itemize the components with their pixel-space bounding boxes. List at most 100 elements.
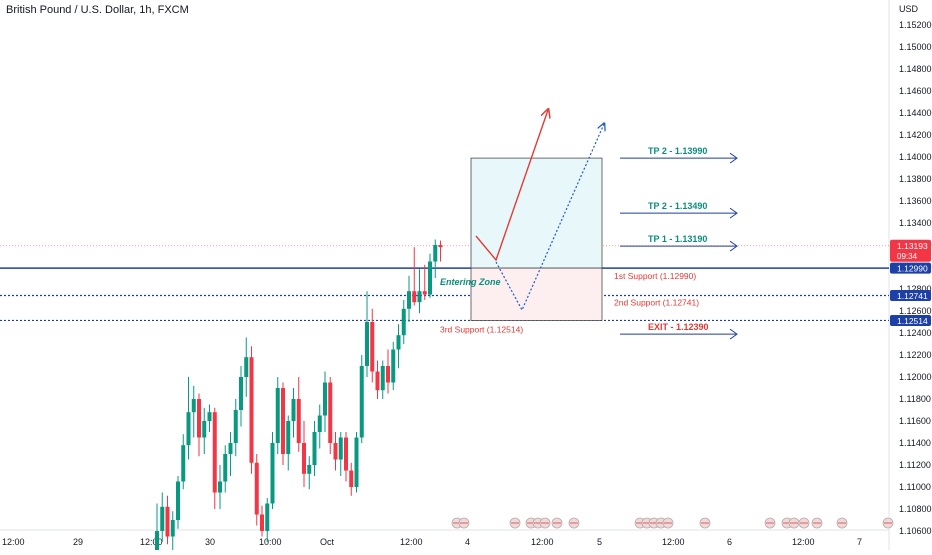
y-tick-label: 1.14200 — [899, 130, 932, 140]
candle-body — [212, 412, 217, 493]
y-tick-label: 1.10800 — [899, 504, 932, 514]
candle-body — [375, 371, 380, 391]
candle-body — [333, 443, 338, 460]
candle-body — [218, 481, 222, 493]
price-tag — [890, 289, 931, 301]
candle-body — [417, 291, 422, 303]
y-tick-label: 1.11000 — [899, 482, 931, 492]
x-tick-label: 29 — [73, 537, 83, 547]
target-zone-box — [470, 157, 603, 269]
x-tick-label: 10:00 — [259, 537, 282, 547]
candle-body — [401, 308, 406, 336]
currency-label: USD — [899, 4, 919, 14]
chart-title: British Pound / U.S. Dollar, 1h, FXCM — [6, 4, 189, 16]
target-label: EXIT - 1.12390 — [648, 322, 709, 332]
x-tick-label: 12:00 — [2, 537, 25, 547]
x-tick-label: 12:00 — [662, 537, 685, 547]
candle-body — [270, 443, 275, 504]
price-tag-label: 1.12990 — [897, 264, 928, 274]
candle-body — [391, 349, 396, 383]
y-tick-label: 1.14400 — [899, 108, 932, 118]
candle-body — [365, 322, 369, 366]
candle-body — [160, 506, 165, 531]
candle-body — [176, 481, 180, 520]
x-tick-label: 5 — [597, 537, 602, 547]
candle-body — [281, 388, 285, 454]
candle-body — [359, 366, 364, 438]
y-tick-label: 1.11800 — [899, 394, 931, 404]
candle-body — [338, 437, 343, 460]
target-label: TP 1 - 1.13190 — [648, 234, 707, 244]
x-tick-label: 12:00 — [792, 537, 815, 547]
x-tick-label: 12:00 — [531, 537, 554, 547]
x-tick-label: Oct — [320, 537, 335, 547]
candle-body — [291, 399, 296, 421]
y-tick-label: 1.11400 — [899, 438, 931, 448]
y-tick-label: 1.15200 — [899, 20, 932, 30]
y-tick-label: 1.10600 — [899, 526, 932, 536]
zone-label: Entering Zone — [440, 277, 501, 287]
candle-body — [296, 399, 301, 443]
y-tick-label: 1.12000 — [899, 372, 932, 382]
target-arrowhead — [729, 328, 738, 340]
y-tick-label: 1.14000 — [899, 152, 932, 162]
y-tick-label: 1.13800 — [899, 174, 932, 184]
candle-body — [191, 399, 196, 413]
candle-body — [207, 412, 212, 421]
candle-body — [186, 412, 191, 446]
y-tick-label: 1.13400 — [899, 218, 932, 228]
candle-body — [286, 421, 291, 454]
candle-body — [249, 357, 254, 463]
price-tag-label: 1.12741 — [897, 291, 928, 301]
price-tag — [890, 314, 931, 326]
candle-body — [433, 245, 438, 262]
price-tag — [890, 262, 931, 274]
support-label: 2nd Support (1.12741) — [614, 297, 699, 307]
x-tick-label: 30 — [205, 537, 215, 547]
target-arrowhead — [729, 152, 738, 164]
support-label: 3rd Support (1.12514) — [440, 324, 523, 334]
y-tick-label: 1.12800 — [899, 284, 932, 294]
bullish-path-arrow — [475, 110, 548, 262]
y-tick-label: 1.14600 — [899, 86, 932, 96]
candle-body — [197, 399, 201, 438]
target-arrowhead — [729, 207, 738, 219]
price-tag-countdown: 09:34 — [897, 252, 918, 261]
candle-body — [328, 382, 333, 443]
x-tick-label: 12:00 — [140, 537, 163, 547]
x-tick-label: 12:00 — [400, 537, 423, 547]
candle-body — [428, 261, 432, 295]
candle-body — [228, 443, 233, 454]
candle-body — [181, 445, 186, 482]
candle-body — [170, 520, 175, 537]
candle-body — [244, 357, 249, 377]
candle-body — [165, 506, 170, 537]
target-label: TP 2 - 1.13990 — [648, 146, 707, 156]
candle-body — [260, 514, 264, 531]
y-tick-label: 1.11600 — [899, 416, 931, 426]
x-tick-label: 4 — [465, 537, 470, 547]
candle-body — [312, 432, 317, 465]
price-tag-label: 1.13193 — [897, 241, 928, 251]
candle-body — [370, 322, 375, 372]
candle-body — [380, 366, 385, 391]
candle-body — [275, 388, 280, 443]
candle-body — [202, 421, 207, 438]
x-tick-label: 7 — [857, 537, 862, 547]
candle-body — [254, 462, 259, 515]
candle-body — [155, 531, 159, 553]
stop-zone-box — [470, 267, 603, 321]
y-tick-label: 1.13600 — [899, 196, 932, 206]
candle-body — [233, 410, 238, 443]
support-label: 1st Support (1.12990) — [614, 271, 696, 281]
target-arrowhead — [729, 240, 738, 252]
price-tag — [890, 239, 931, 262]
candle-body — [407, 291, 411, 309]
candle-body — [354, 437, 359, 487]
y-tick-label: 1.12200 — [899, 350, 932, 360]
candle-body — [265, 503, 270, 531]
y-tick-label: 1.11200 — [899, 460, 931, 470]
y-tick-label: 1.12600 — [899, 306, 932, 316]
